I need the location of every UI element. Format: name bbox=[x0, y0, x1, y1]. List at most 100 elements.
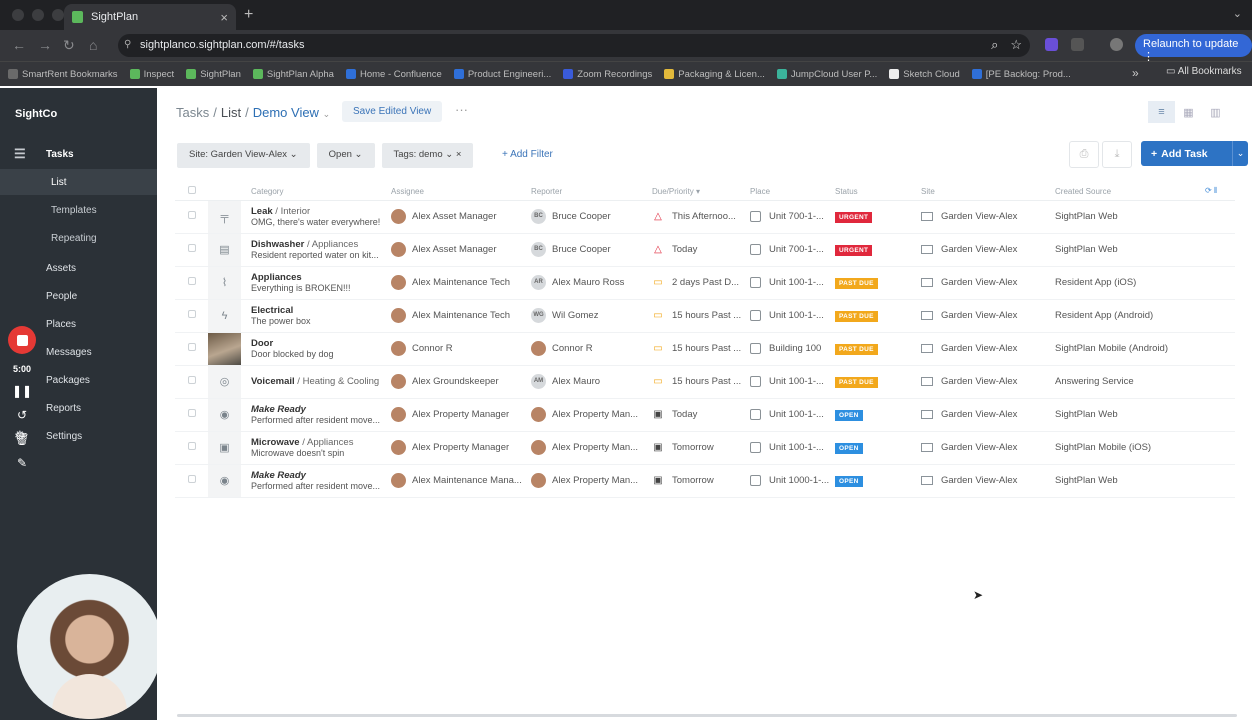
place-cell[interactable]: Unit 700-1-... bbox=[750, 233, 835, 267]
zoom-icon[interactable]: ⌕ bbox=[991, 37, 999, 52]
place-cell[interactable]: Building 100 bbox=[750, 332, 835, 366]
tab-search-icon[interactable]: ⌄ bbox=[1232, 8, 1242, 20]
breadcrumb-list[interactable]: List bbox=[220, 105, 242, 120]
pause-icon[interactable]: ❚❚ bbox=[11, 384, 33, 398]
site-cell[interactable]: Garden View-Alex bbox=[921, 431, 1055, 465]
row-checkbox[interactable] bbox=[188, 376, 196, 384]
row-checkbox[interactable] bbox=[188, 442, 196, 450]
browser-tab[interactable]: SightPlan × bbox=[64, 4, 236, 30]
new-tab-icon[interactable]: + bbox=[244, 6, 254, 23]
column-header[interactable]: Created Source bbox=[1055, 183, 1205, 201]
site-cell[interactable]: Garden View-Alex bbox=[921, 233, 1055, 267]
relaunch-button[interactable]: Relaunch to update ⋮ bbox=[1135, 34, 1252, 63]
table-row[interactable]: ⌇ Appliances Everything is BROKEN!!! Alex M… bbox=[175, 266, 1235, 300]
assignee-cell[interactable]: Alex Maintenance Mana... bbox=[391, 464, 531, 498]
window-controls[interactable] bbox=[12, 9, 64, 21]
profile-avatar-icon[interactable] bbox=[1110, 38, 1123, 51]
bookmark-item[interactable]: Packaging & Licen... bbox=[664, 69, 765, 80]
bookmark-item[interactable]: SightPlan Alpha bbox=[252, 69, 334, 80]
sidebar-item-messages[interactable]: Messages bbox=[46, 346, 92, 358]
site-cell[interactable]: Garden View-Alex bbox=[921, 332, 1055, 366]
horizontal-scrollbar[interactable] bbox=[177, 714, 1237, 717]
add-task-button[interactable]: + Add Task bbox=[1141, 141, 1232, 166]
back-icon[interactable]: ← bbox=[12, 37, 26, 53]
site-info-icon[interactable]: ⚲ bbox=[124, 39, 132, 50]
column-header[interactable]: Reporter bbox=[531, 183, 652, 201]
bookmark-star-icon[interactable]: ☆ bbox=[1010, 37, 1022, 52]
column-header[interactable]: Due/Priority ▾ bbox=[652, 183, 750, 201]
table-row[interactable]: ▤ Dishwasher / Appliances Resident reporte… bbox=[175, 233, 1235, 267]
place-cell[interactable]: Unit 1000-1-... bbox=[750, 464, 835, 498]
add-task-dropdown[interactable]: ⌄ bbox=[1232, 141, 1248, 166]
print-icon[interactable]: ⎙ bbox=[1069, 141, 1099, 168]
sidebar-item-settings[interactable]: ⚙ Settings bbox=[14, 428, 83, 443]
reporter-cell[interactable]: WG Wil Gomez bbox=[531, 299, 652, 333]
view-selector[interactable]: Demo View ⌄ bbox=[252, 105, 331, 120]
table-row[interactable]: ╤ Leak / Interior OMG, there's water every… bbox=[175, 200, 1235, 234]
sidebar-item-reports[interactable]: Reports bbox=[46, 402, 82, 414]
calendar-view-icon[interactable]: ▦ bbox=[1183, 106, 1194, 119]
column-header[interactable]: Category bbox=[251, 183, 391, 201]
reporter-cell[interactable]: Alex Property Man... bbox=[531, 464, 652, 498]
stop-recording-button[interactable] bbox=[8, 326, 36, 354]
delete-icon[interactable]: 🗑 bbox=[14, 432, 30, 446]
table-row[interactable]: ◉ Make Ready Performed after resident move… bbox=[175, 398, 1235, 432]
sidebar-item-repeating[interactable]: Repeating bbox=[51, 232, 97, 244]
place-cell[interactable]: Unit 100-1-... bbox=[750, 365, 835, 399]
row-checkbox[interactable] bbox=[188, 409, 196, 417]
row-checkbox[interactable] bbox=[188, 475, 196, 483]
url-bar[interactable]: ⚲ sightplanco.sightplan.com/#/tasks ⌕ ☆ bbox=[118, 34, 1030, 57]
reporter-cell[interactable]: Connor R bbox=[531, 332, 652, 366]
filter-chip-status[interactable]: Open ⌄ bbox=[316, 143, 375, 168]
table-row[interactable]: ◎ Voicemail / Heating & Cooling Alex Groun… bbox=[175, 365, 1235, 399]
row-checkbox[interactable] bbox=[188, 310, 196, 318]
more-options-icon[interactable]: ··· bbox=[455, 102, 468, 117]
bookmark-item[interactable]: Sketch Cloud bbox=[889, 69, 960, 80]
extension-icon[interactable] bbox=[1045, 38, 1058, 51]
add-filter-button[interactable]: + Add Filter bbox=[502, 149, 553, 160]
bookmark-item[interactable]: Product Engineeri... bbox=[453, 69, 551, 80]
sidebar-item-tasks[interactable]: ☰ Tasks bbox=[14, 146, 74, 161]
filter-chip-tags[interactable]: Tags: demo ⌄ × bbox=[381, 143, 474, 168]
row-checkbox[interactable] bbox=[188, 244, 196, 252]
home-icon[interactable]: ⌂ bbox=[89, 37, 98, 53]
bookmark-item[interactable]: Zoom Recordings bbox=[563, 69, 652, 80]
place-cell[interactable]: Unit 100-1-... bbox=[750, 299, 835, 333]
site-cell[interactable]: Garden View-Alex bbox=[921, 299, 1055, 333]
filter-chip-site[interactable]: Site: Garden View-Alex ⌄ bbox=[177, 143, 310, 168]
restart-icon[interactable]: ↺ bbox=[16, 408, 28, 422]
extensions-puzzle-icon[interactable] bbox=[1071, 38, 1084, 51]
bookmark-item[interactable]: SmartRent Bookmarks bbox=[8, 69, 118, 80]
assignee-cell[interactable]: Alex Maintenance Tech bbox=[391, 266, 531, 300]
breadcrumb-tasks[interactable]: Tasks bbox=[176, 105, 210, 120]
close-tab-icon[interactable]: × bbox=[220, 9, 228, 25]
row-checkbox[interactable] bbox=[188, 211, 196, 219]
assignee-cell[interactable]: Alex Property Manager bbox=[391, 398, 531, 432]
reporter-cell[interactable]: BC Bruce Cooper bbox=[531, 233, 652, 267]
place-cell[interactable]: Unit 100-1-... bbox=[750, 398, 835, 432]
column-header[interactable]: Place bbox=[750, 183, 835, 201]
site-cell[interactable]: Garden View-Alex bbox=[921, 464, 1055, 498]
place-cell[interactable]: Unit 100-1-... bbox=[750, 266, 835, 300]
all-bookmarks[interactable]: ▭ All Bookmarks bbox=[1166, 66, 1242, 77]
sidebar-item-packages[interactable]: Packages bbox=[46, 374, 90, 386]
column-settings-icon[interactable]: ⟳ ⫴ bbox=[1205, 183, 1235, 201]
sidebar-item-templates[interactable]: Templates bbox=[51, 204, 97, 216]
column-header[interactable]: Assignee bbox=[391, 183, 531, 201]
site-cell[interactable]: Garden View-Alex bbox=[921, 398, 1055, 432]
site-cell[interactable]: Garden View-Alex bbox=[921, 266, 1055, 300]
assignee-cell[interactable]: Connor R bbox=[391, 332, 531, 366]
download-icon[interactable]: ⤓ bbox=[1102, 141, 1132, 168]
reporter-cell[interactable]: AR Alex Mauro Ross bbox=[531, 266, 652, 300]
reporter-cell[interactable]: AM Alex Mauro bbox=[531, 365, 652, 399]
table-row[interactable]: ϟ Electrical The power box Alex Maintenance… bbox=[175, 299, 1235, 333]
sidebar-item-people[interactable]: People bbox=[46, 290, 78, 302]
table-row[interactable]: ▣ Microwave / Appliances Microwave doesn't… bbox=[175, 431, 1235, 465]
bookmark-item[interactable]: Inspect bbox=[129, 69, 174, 80]
sidebar-item-assets[interactable]: Assets bbox=[46, 262, 77, 274]
sidebar-item-places[interactable]: Places bbox=[46, 318, 77, 330]
site-cell[interactable]: Garden View-Alex bbox=[921, 365, 1055, 399]
save-edited-view-button[interactable]: Save Edited View bbox=[342, 101, 443, 122]
assignee-cell[interactable]: Alex Asset Manager bbox=[391, 200, 531, 234]
draw-icon[interactable]: ✎ bbox=[16, 456, 28, 470]
